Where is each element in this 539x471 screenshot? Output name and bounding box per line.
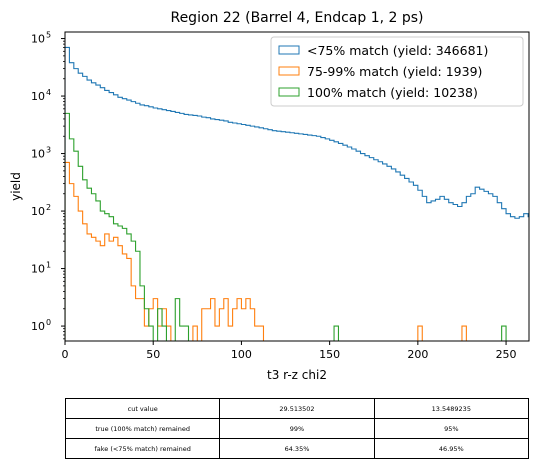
y-tick-exponent: 0 (46, 318, 51, 327)
legend-entry: 75-99% match (yield: 1939) (307, 64, 482, 79)
y-tick-label: 10 (31, 205, 45, 218)
x-tick-label: 200 (407, 348, 428, 361)
y-tick-exponent: 2 (46, 203, 51, 212)
x-tick-label: 50 (146, 348, 160, 361)
x-tick-label: 150 (319, 348, 340, 361)
y-tick-label: 10 (31, 33, 45, 46)
series-layer (65, 46, 529, 341)
y-tick-exponent: 4 (46, 88, 51, 97)
table-cell: 29.513502 (219, 398, 375, 419)
legend-swatch (278, 87, 300, 97)
y-tick-label: 10 (31, 263, 45, 276)
y-tick-exponent: 3 (46, 146, 51, 155)
legend-box (270, 36, 524, 107)
y-tick-label: 10 (31, 148, 45, 161)
y-tick-label: 10 (31, 320, 45, 333)
legend-entry: <75% match (yield: 346681) (307, 43, 488, 58)
table-cell: true (100% match) remained (64, 418, 221, 439)
legend-entry: 100% match (yield: 10238) (307, 85, 478, 100)
table-row: fake (<75% match) remained 64.35% 46.95% (64, 438, 530, 459)
table-cell: 46.95% (373, 438, 530, 459)
table-row: cut value 29.513502 13.5489235 (64, 398, 530, 419)
legend: <75% match (yield: 346681) 75-99% match (… (270, 36, 524, 107)
legend-swatch (278, 45, 300, 55)
table-row: true (100% match) remained 99% 95% (64, 418, 530, 439)
x-tick-label: 250 (496, 348, 517, 361)
y-axis-label: yield (9, 172, 23, 201)
table-cell: cut value (64, 398, 221, 419)
y-tick-label: 10 (31, 90, 45, 103)
table-cell: 64.35% (219, 438, 375, 459)
table-cell: 13.5489235 (373, 398, 530, 419)
series-line-2 (65, 112, 507, 341)
y-tick-exponent: 5 (46, 31, 51, 40)
histogram-chart: Region 22 (Barrel 4, Endcap 1, 2 ps) 0 50… (9, 10, 530, 382)
series-line-1 (65, 161, 467, 341)
table-cell: fake (<75% match) remained (64, 438, 221, 459)
y-tick-exponent: 1 (46, 261, 51, 270)
x-axis-label: t3 r-z chi2 (267, 368, 327, 382)
x-axis: 0 50 100 150 200 250 (62, 341, 517, 361)
table-cell: 95% (373, 418, 530, 439)
x-tick-label: 100 (231, 348, 252, 361)
chart-title: Region 22 (Barrel 4, Endcap 1, 2 ps) (170, 10, 423, 26)
cut-summary-table: cut value 29.513502 13.5489235 true (100% m… (64, 398, 530, 459)
table-cell: 99% (219, 418, 375, 439)
legend-swatch (278, 66, 300, 76)
plot-frame (64, 31, 530, 342)
series-line-0 (65, 46, 529, 341)
x-tick-label: 0 (62, 348, 69, 361)
